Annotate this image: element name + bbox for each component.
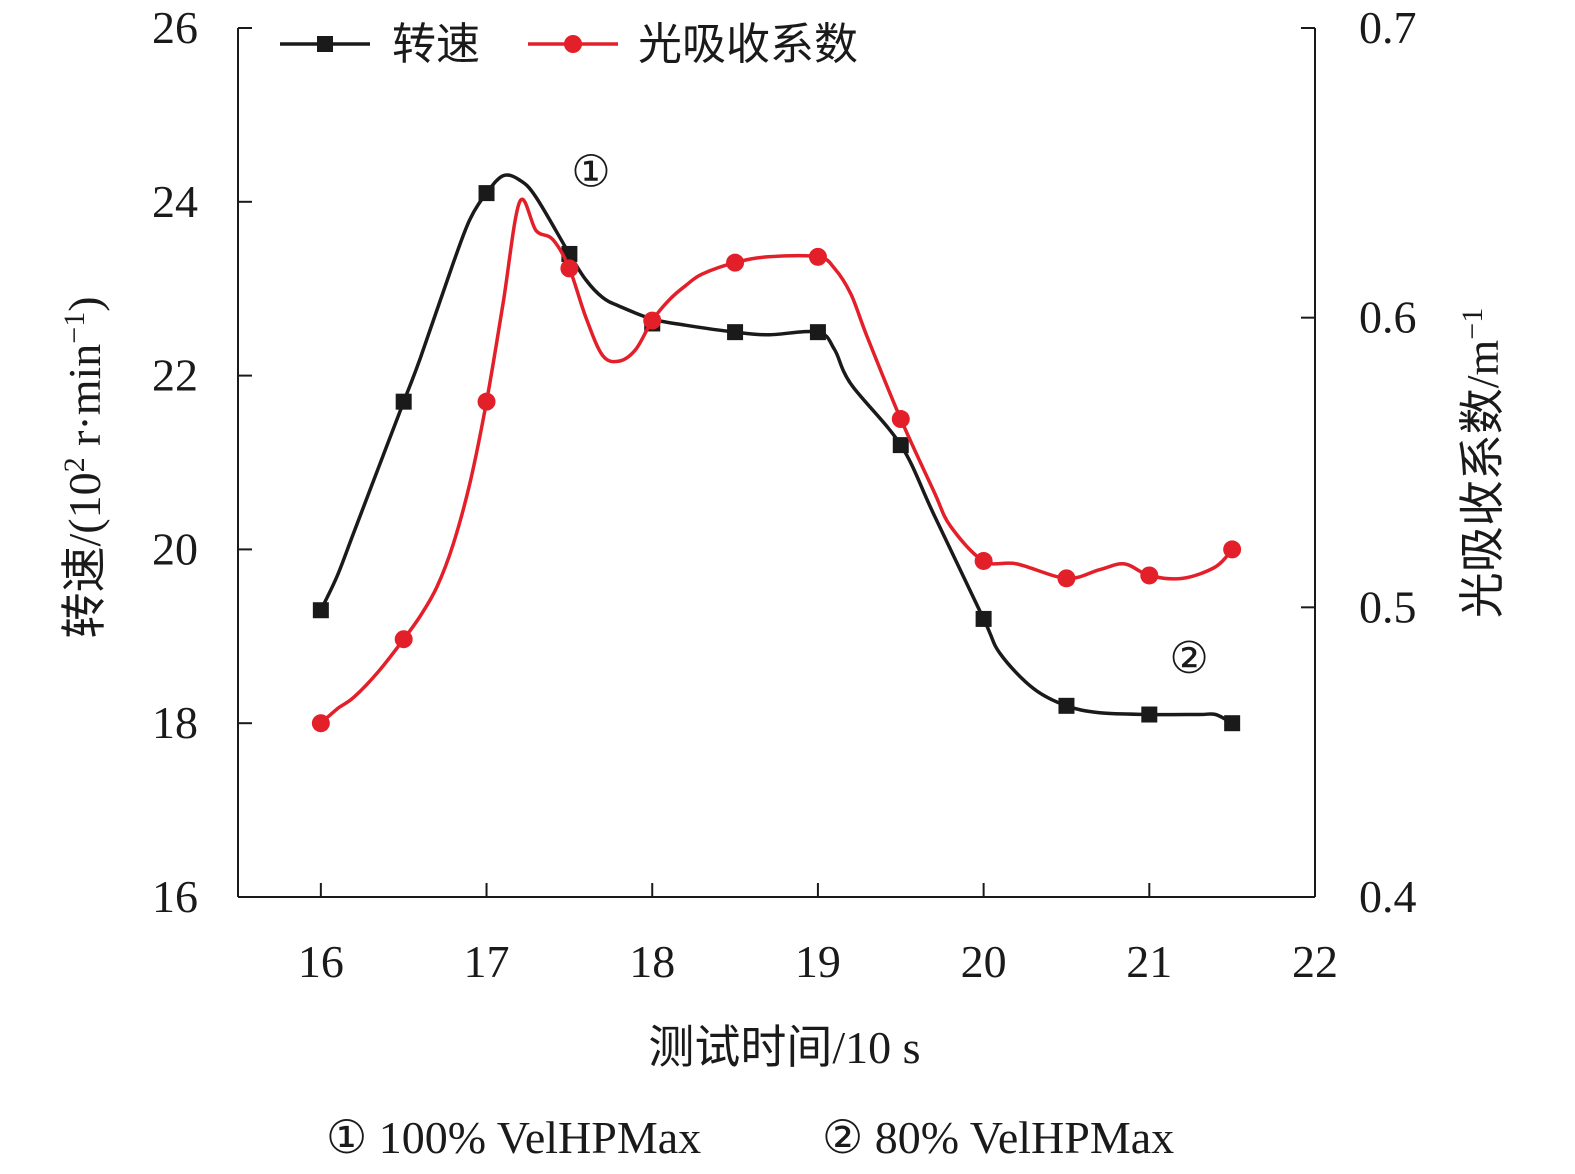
x-tick-label: 20 [961, 936, 1007, 987]
series-line-1 [319, 197, 1234, 725]
right-tick-label: 0.4 [1359, 871, 1417, 922]
data-point-square [1141, 706, 1158, 723]
annotation-label: ② [1169, 634, 1208, 683]
footnote-label: ② 80% VelHPMax [822, 1112, 1174, 1163]
data-point-circle [1140, 566, 1159, 585]
data-point-circle [311, 714, 330, 733]
left-tick-label: 24 [152, 176, 198, 227]
x-tick-label: 21 [1126, 936, 1172, 987]
x-tick-label: 16 [298, 936, 344, 987]
data-point-circle [808, 247, 827, 266]
x-tick-label: 17 [464, 936, 510, 987]
data-point-circle [1057, 569, 1076, 588]
legend-marker-circle [564, 35, 582, 53]
right-tick-label: 0.6 [1359, 292, 1417, 343]
data-point-square [975, 610, 992, 627]
data-point-square [727, 324, 744, 341]
data-point-circle [1223, 540, 1242, 559]
data-point-square [478, 185, 495, 202]
left-tick-label: 20 [152, 523, 198, 574]
legend-marker-square [317, 36, 333, 52]
data-point-circle [891, 410, 910, 429]
data-point-square [809, 324, 826, 341]
series-line-0 [319, 173, 1234, 725]
data-point-circle [394, 630, 413, 649]
footnote-label: ① 100% VelHPMax [326, 1112, 701, 1163]
left-tick-label: 26 [152, 2, 198, 53]
data-point-square [892, 437, 909, 454]
right-tick-label: 0.7 [1359, 2, 1417, 53]
right-y-axis-title: 光吸收系数/m−1 [1456, 308, 1509, 618]
data-point-square [1058, 697, 1075, 714]
data-point-circle [560, 259, 579, 278]
x-tick-label: 19 [795, 936, 841, 987]
data-point-circle [726, 253, 745, 272]
left-tick-label: 18 [152, 697, 198, 748]
legend-label: 转速 [392, 20, 480, 69]
x-tick-label: 22 [1292, 936, 1338, 987]
data-point-square [312, 602, 329, 619]
data-point-circle [974, 551, 993, 570]
left-tick-label: 22 [152, 350, 198, 401]
plot-area: ①② [311, 147, 1242, 733]
axes: 16 18 20 22 24 26 0.4 0.5 0.6 0.7 16 17 18 19 20 21 22 [152, 2, 1417, 987]
legend-label: 光吸收系数 [638, 20, 858, 69]
data-point-square [395, 393, 412, 410]
x-tick-label: 18 [629, 936, 675, 987]
data-point-circle [643, 311, 662, 330]
right-tick-label: 0.5 [1359, 581, 1417, 632]
data-point-circle [477, 392, 496, 411]
axis-labels: 测试时间/10 s 转速/(102 r·min−1) 光吸收系数/m−1 ① 100%… [58, 296, 1509, 1163]
left-y-axis-title: 转速/(102 r·min−1) [58, 296, 111, 638]
x-axis-title: 测试时间/10 s [648, 1022, 920, 1073]
annotation-label: ① [571, 147, 610, 196]
left-tick-label: 16 [152, 871, 198, 922]
legend: 转速 光吸收系数 [280, 20, 858, 69]
data-point-square [1224, 715, 1241, 732]
